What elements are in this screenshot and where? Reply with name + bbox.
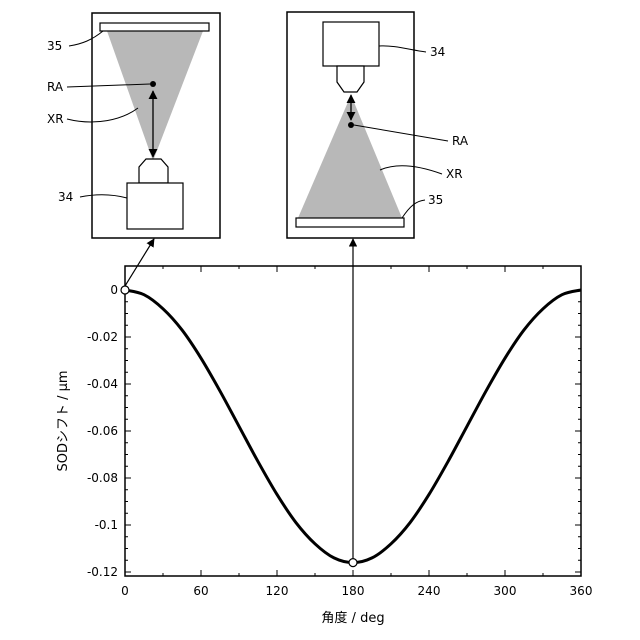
- inset-right: 34 RA XR 35: [287, 12, 469, 238]
- label-rotation-axis: RA: [47, 80, 64, 94]
- label-detector: 35: [47, 39, 62, 53]
- label-source: 34: [58, 190, 73, 204]
- marker-point: [349, 559, 357, 567]
- xray-source-nozzle: [139, 159, 168, 183]
- sod-shift-plot: 0 60 120 180 240 300 360 0 -0.02 -0.04 -0.06 -0.08…: [56, 239, 592, 626]
- x-tick-label: 60: [193, 584, 208, 598]
- label-xray: XR: [446, 167, 463, 181]
- x-tick-label: 120: [266, 584, 289, 598]
- x-tick-label: 0: [121, 584, 129, 598]
- xray-source: [323, 22, 379, 66]
- y-tick-label: -0.06: [87, 424, 118, 438]
- label-rotation-axis: RA: [452, 134, 469, 148]
- y-tick-label: -0.02: [87, 330, 118, 344]
- xray-source: [127, 183, 183, 229]
- detector: [296, 218, 404, 227]
- label-detector: 35: [428, 193, 443, 207]
- marker-point: [121, 286, 129, 294]
- label-xray: XR: [47, 112, 64, 126]
- x-tick-label: 300: [494, 584, 517, 598]
- rotation-axis-point: [150, 81, 156, 87]
- label-source: 34: [430, 45, 445, 59]
- y-tick-label: -0.1: [95, 518, 118, 532]
- y-tick-label: -0.12: [87, 565, 118, 579]
- y-axis-label: SODシフト / μm: [56, 370, 71, 471]
- y-tick-labels: 0 -0.02 -0.04 -0.06 -0.08 -0.1 -0.12: [87, 283, 118, 579]
- y-tick-label: -0.08: [87, 471, 118, 485]
- x-tick-label: 180: [342, 584, 365, 598]
- y-tick-label: -0.04: [87, 377, 118, 391]
- xray-source-nozzle: [337, 66, 364, 92]
- detector: [100, 23, 209, 31]
- y-tick-label: 0: [110, 283, 118, 297]
- x-tick-labels: 0 60 120 180 240 300 360: [121, 584, 592, 598]
- x-axis-label: 角度 / deg: [321, 610, 384, 626]
- rotation-axis-point: [348, 122, 354, 128]
- inset-left: 35 RA XR 34: [47, 13, 220, 238]
- x-tick-label: 360: [570, 584, 593, 598]
- x-tick-label: 240: [418, 584, 441, 598]
